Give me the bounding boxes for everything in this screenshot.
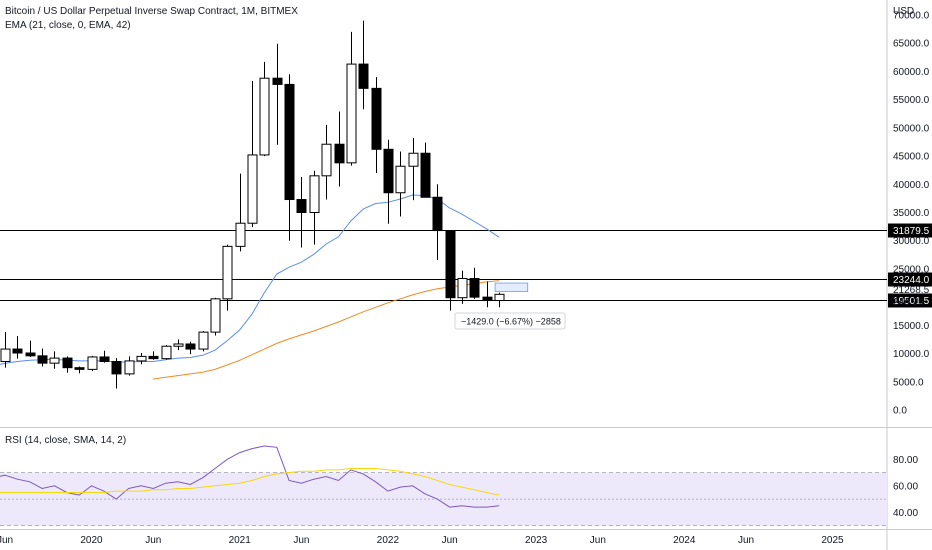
candle-body[interactable] bbox=[111, 360, 122, 375]
price-tick-label: 50000.0 bbox=[893, 123, 930, 134]
candle-body[interactable] bbox=[395, 165, 406, 194]
candle-body[interactable] bbox=[74, 367, 85, 370]
rsi-tick-label: 40.00 bbox=[893, 508, 918, 519]
measure-range-box[interactable] bbox=[494, 282, 529, 292]
ema-42-line[interactable] bbox=[153, 280, 500, 380]
rsi-sma-line[interactable] bbox=[0, 468, 500, 496]
candle-body[interactable] bbox=[309, 175, 320, 213]
price-tick-label: 30000.0 bbox=[893, 236, 930, 247]
candle-body[interactable] bbox=[284, 83, 295, 201]
time-tick-label: 2023 bbox=[525, 535, 548, 546]
candle-body[interactable] bbox=[136, 355, 147, 362]
time-tick-label: Jun bbox=[293, 535, 309, 546]
current-price-label: 21268.5 bbox=[893, 285, 930, 296]
ema-21-line[interactable] bbox=[0, 194, 500, 366]
candle-body[interactable] bbox=[124, 360, 135, 375]
horizontal-line-price-label: 19501.5 bbox=[893, 296, 930, 307]
candle-body[interactable] bbox=[12, 348, 23, 354]
candle-body[interactable] bbox=[432, 196, 443, 232]
horizontal-line-price-label: 23244.0 bbox=[893, 275, 930, 286]
horizontal-line-price-label: 31879.5 bbox=[893, 226, 930, 237]
candle-body[interactable] bbox=[49, 357, 60, 364]
price-label-box bbox=[888, 223, 932, 238]
price-tick-label: 45000.0 bbox=[893, 152, 930, 163]
price-tick-label: 70000.0 bbox=[893, 11, 930, 22]
price-unit-label: USD bbox=[893, 6, 915, 17]
candle-body[interactable] bbox=[408, 152, 419, 167]
rsi-band-background bbox=[0, 472, 887, 526]
price-tick-label: 35000.0 bbox=[893, 208, 930, 219]
candle-body[interactable] bbox=[198, 331, 209, 350]
price-tick-label: 10000.0 bbox=[893, 349, 930, 360]
bar-countdown-label: 24d 9h bbox=[893, 297, 924, 308]
chart-title: Bitcoin / US Dollar Perpetual Inverse Sw… bbox=[5, 6, 298, 17]
candle-body[interactable] bbox=[0, 348, 11, 362]
candle-body[interactable] bbox=[469, 278, 480, 298]
time-tick-label: Jun bbox=[590, 535, 606, 546]
candle-body[interactable] bbox=[25, 352, 36, 357]
price-label-box bbox=[888, 293, 932, 308]
candle-body[interactable] bbox=[62, 357, 73, 369]
candle-body[interactable] bbox=[247, 154, 258, 224]
candle-body[interactable] bbox=[185, 343, 196, 350]
candle-body[interactable] bbox=[222, 245, 233, 300]
price-tick-label: 15000.0 bbox=[893, 321, 930, 332]
price-tick-label: 55000.0 bbox=[893, 95, 930, 106]
candle-body[interactable] bbox=[235, 222, 246, 247]
price-tick-label: 25000.0 bbox=[893, 264, 930, 275]
price-tick-label: 40000.0 bbox=[893, 180, 930, 191]
candle-body[interactable] bbox=[334, 143, 345, 164]
candle-body[interactable] bbox=[482, 296, 493, 302]
candle-body[interactable] bbox=[383, 148, 394, 194]
measure-tooltip bbox=[454, 312, 566, 330]
candle-body[interactable] bbox=[99, 356, 110, 362]
price-tick-label: 65000.0 bbox=[893, 39, 930, 50]
time-tick-label: 2024 bbox=[673, 535, 696, 546]
time-tick-label: 2022 bbox=[377, 535, 400, 546]
ema-indicator-label[interactable]: EMA (21, close, 0, EMA, 42) bbox=[5, 20, 131, 31]
candle-body[interactable] bbox=[420, 152, 431, 198]
time-tick-label: Jun bbox=[145, 535, 161, 546]
time-tick-label: 2020 bbox=[80, 535, 103, 546]
candle-body[interactable] bbox=[321, 143, 332, 177]
candle-body[interactable] bbox=[296, 199, 307, 213]
time-tick-label: Jun bbox=[442, 535, 458, 546]
price-tick-label: 0.0 bbox=[893, 406, 907, 417]
price-tick-label: 5000.0 bbox=[893, 377, 924, 388]
rsi-tick-label: 80.00 bbox=[893, 455, 918, 466]
candle-body[interactable] bbox=[148, 355, 159, 360]
candle-body[interactable] bbox=[457, 278, 468, 299]
time-tick-label: Jun bbox=[0, 535, 13, 546]
candle-body[interactable] bbox=[173, 343, 184, 347]
time-tick-label: 2025 bbox=[821, 535, 844, 546]
candle-body[interactable] bbox=[87, 356, 98, 370]
rsi-indicator-label[interactable]: RSI (14, close, SMA, 14, 2) bbox=[5, 435, 127, 446]
candle-body[interactable] bbox=[371, 87, 382, 150]
time-tick-label: Jun bbox=[738, 535, 754, 546]
candle-body[interactable] bbox=[210, 298, 221, 333]
measure-tooltip-text: −1429.0 (−6.67%) −2858 bbox=[461, 317, 561, 327]
candle-body[interactable] bbox=[259, 77, 270, 156]
candle-body[interactable] bbox=[494, 293, 505, 302]
price-label-box bbox=[888, 272, 932, 287]
price-tick-label: 60000.0 bbox=[893, 67, 930, 78]
candle-body[interactable] bbox=[161, 345, 172, 360]
candle-body[interactable] bbox=[37, 355, 48, 364]
candle-body[interactable] bbox=[358, 63, 369, 89]
time-tick-label: 2021 bbox=[229, 535, 252, 546]
candle-body[interactable] bbox=[346, 63, 357, 164]
rsi-tick-label: 60.00 bbox=[893, 481, 918, 492]
candle-body[interactable] bbox=[272, 77, 283, 85]
candle-body[interactable] bbox=[445, 230, 456, 299]
rsi-line[interactable] bbox=[0, 445, 500, 508]
